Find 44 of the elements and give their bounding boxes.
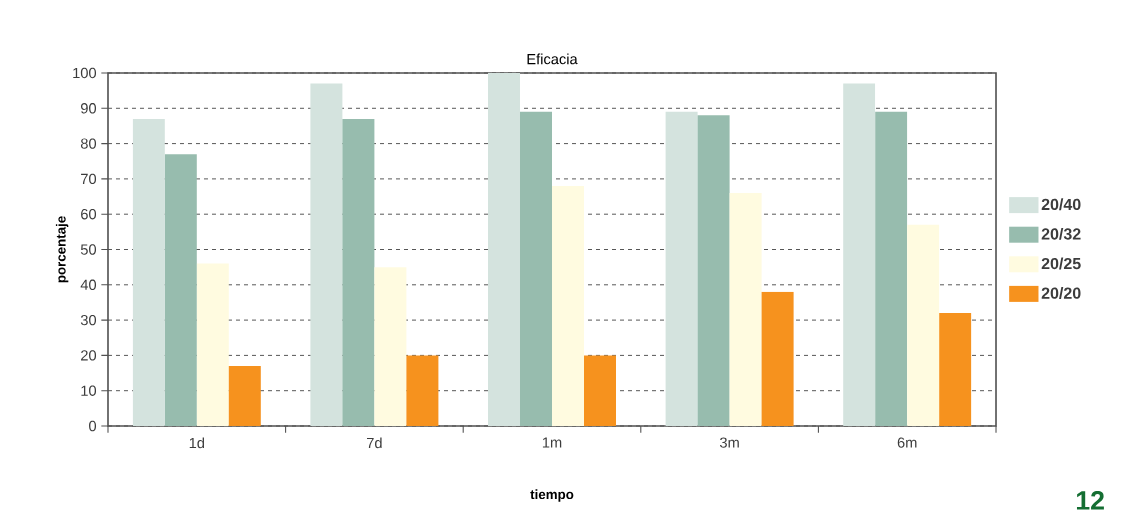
bar <box>552 185 584 426</box>
y-tick-label: 10 <box>81 385 97 396</box>
bar <box>132 118 165 426</box>
x-tick-label: 1m <box>542 437 562 448</box>
bar <box>310 83 343 426</box>
y-tick-label: 90 <box>81 103 97 114</box>
legend-label: 20/25 <box>1041 257 1081 270</box>
bar <box>228 365 261 426</box>
x-tick-label: 7d <box>367 437 382 449</box>
bar <box>939 313 972 426</box>
bar <box>697 115 730 426</box>
bar <box>374 267 407 426</box>
bar <box>488 73 520 426</box>
y-tick-label: 40 <box>80 279 97 290</box>
text: 12 <box>1076 491 1104 510</box>
bar <box>843 83 876 426</box>
bar <box>665 111 698 426</box>
bar <box>196 263 229 426</box>
chart-title: Eficacia <box>527 53 578 65</box>
legend-label: 20/20 <box>1041 287 1081 299</box>
bar <box>584 355 616 426</box>
bar <box>729 193 762 426</box>
x-tick-label: 6m <box>897 437 917 448</box>
bar <box>342 118 375 426</box>
bar <box>875 111 908 426</box>
bar <box>761 291 794 426</box>
x-tick-label: 3m <box>719 437 739 448</box>
y-tick-label: 80 <box>80 138 97 149</box>
y-tick-label: 70 <box>81 173 97 185</box>
y-axis-title: porcentaje <box>55 216 69 283</box>
y-tick-label: 30 <box>80 314 97 326</box>
legend-label: 20/32 <box>1041 227 1081 240</box>
x-axis-title: tiempo <box>530 489 574 502</box>
bar <box>164 154 197 426</box>
bar <box>406 355 439 426</box>
y-tick-label: 60 <box>81 209 97 220</box>
legend-label: 20/40 <box>1041 198 1081 211</box>
x-tick-label: 1d <box>189 437 205 449</box>
y-tick-label: 0 <box>89 420 97 432</box>
y-tick-label: 20 <box>81 350 97 361</box>
y-tick-label: 50 <box>80 244 97 255</box>
bar <box>907 224 940 426</box>
y-tick-label: 100 <box>73 67 97 79</box>
bar <box>520 111 552 426</box>
